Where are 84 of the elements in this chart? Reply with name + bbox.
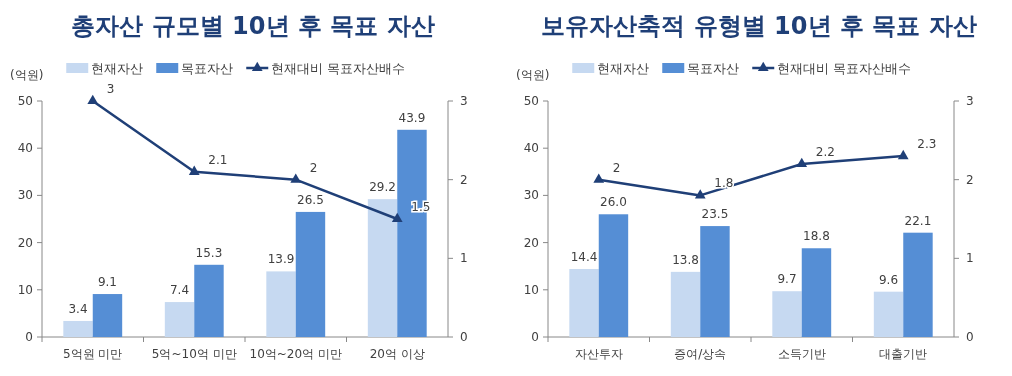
bar	[700, 226, 730, 337]
point	[290, 173, 302, 183]
bar	[194, 264, 224, 337]
point	[188, 165, 200, 175]
data-label: 2.3	[917, 137, 937, 152]
y-tick-label: 0	[25, 330, 33, 344]
legend-label: 현재대비 목표자산배수	[777, 60, 912, 76]
bar	[569, 269, 599, 337]
chart-title: 총자산 규모별 10년 후 목표 자산	[71, 12, 435, 40]
y-tick-label: 50	[523, 94, 539, 108]
legend-label: 현재자산	[597, 60, 650, 76]
data-label: 7.4	[169, 283, 190, 298]
data-label: 9.7	[777, 272, 797, 287]
point	[391, 212, 403, 223]
data-label: 2	[309, 160, 318, 175]
bar	[903, 232, 933, 337]
chart-title: 보유자산축적 유형별 10년 후 목표 자산	[541, 12, 977, 40]
bar	[63, 320, 93, 337]
y2-tick-label: 1	[460, 251, 468, 266]
data-label: 18.8	[803, 229, 830, 244]
y-tick-label: 0	[531, 330, 539, 344]
bar	[670, 271, 701, 337]
data-label: 2.2	[815, 144, 835, 159]
data-label: 23.5	[701, 207, 729, 222]
point	[593, 173, 605, 183]
bar	[801, 248, 832, 337]
data-label: 29.2	[369, 180, 396, 195]
bar	[873, 291, 904, 337]
x-tick-label: 자산투자	[574, 347, 623, 361]
y-tick-label: 20	[523, 235, 539, 250]
point	[694, 189, 706, 199]
data-label: 9.6	[878, 272, 899, 287]
bar	[164, 302, 195, 337]
y-tick-label: 20	[17, 235, 33, 250]
bar	[295, 211, 326, 337]
x-tick-label: 소득기반	[777, 347, 826, 361]
y2-tick-label: 0	[966, 330, 974, 344]
legend-label: 목표자산	[181, 60, 234, 76]
y-tick-label: 40	[17, 141, 33, 156]
data-label: 2.1	[208, 152, 228, 167]
legend-label: 현재대비 목표자산배수	[271, 60, 406, 76]
y-tick-label: 10	[17, 282, 33, 297]
bar	[598, 214, 629, 337]
x-tick-label: 증여/상속	[674, 347, 727, 361]
x-tick-label: 10억~20억 미만	[249, 347, 342, 361]
legend-label: 현재자산	[91, 60, 144, 76]
data-label: 13.8	[672, 252, 699, 267]
data-label: 26.0	[600, 195, 627, 210]
x-tick-label: 대출기반	[879, 347, 928, 361]
y-axis-title: (억원)	[516, 68, 550, 82]
legend-label: 목표자산	[687, 60, 740, 76]
y-tick-label: 30	[523, 188, 539, 203]
data-label: 3.4	[68, 301, 88, 316]
bar	[367, 199, 398, 337]
data-label: 13.9	[267, 252, 295, 267]
bar	[266, 271, 296, 337]
data-label: 43.9	[398, 110, 426, 125]
x-tick-label: 5억~10억 미만	[151, 347, 237, 361]
y2-tick-label: 3	[966, 94, 974, 108]
point	[796, 157, 808, 168]
data-label: 3	[106, 82, 115, 96]
data-label: 1.8	[714, 176, 734, 191]
data-label: 22.1	[904, 213, 932, 228]
data-label: 2	[612, 160, 621, 175]
y-tick-label: 50	[17, 94, 33, 108]
y2-tick-label: 2	[966, 172, 974, 187]
x-tick-label: 20억 이상	[369, 347, 425, 361]
data-label: 26.5	[297, 192, 324, 207]
bar	[92, 294, 123, 337]
y-tick-label: 30	[17, 188, 33, 203]
point	[897, 149, 909, 160]
data-label: 15.3	[195, 245, 223, 260]
y2-tick-label: 3	[460, 94, 468, 108]
y-tick-label: 10	[523, 282, 539, 297]
x-tick-label: 5억원 미만	[63, 347, 123, 361]
y-axis-title: (억원)	[10, 68, 44, 82]
data-label: 9.1	[97, 275, 118, 290]
y2-tick-label: 0	[460, 330, 468, 344]
y2-tick-label: 1	[966, 251, 974, 266]
point	[87, 94, 99, 105]
y-tick-label: 40	[523, 141, 539, 156]
y2-tick-label: 2	[460, 172, 468, 187]
bar	[772, 291, 802, 337]
data-label: 14.4	[570, 250, 598, 265]
